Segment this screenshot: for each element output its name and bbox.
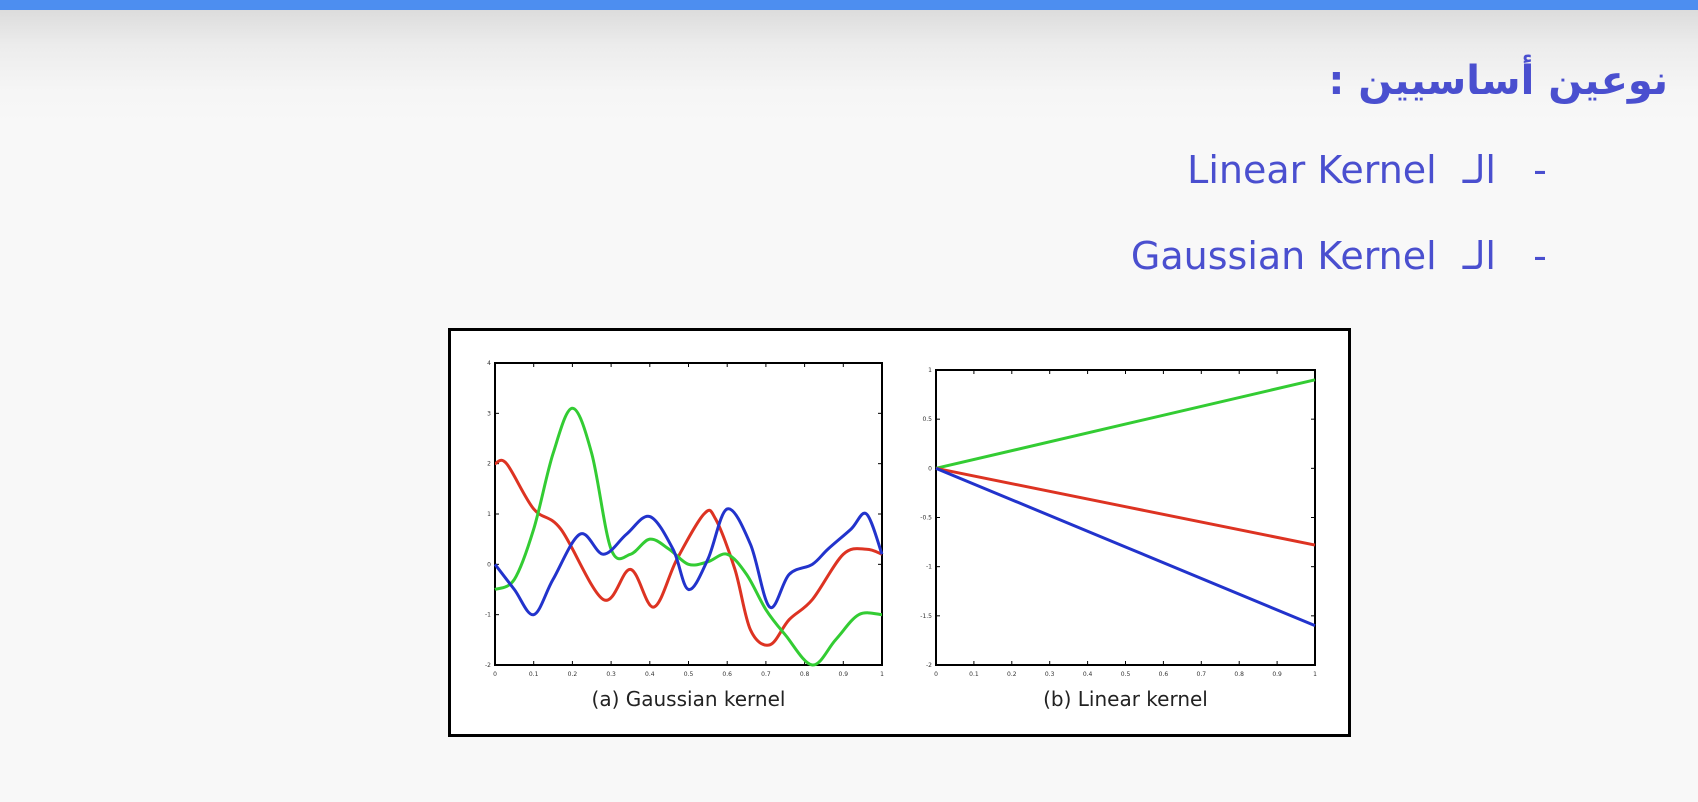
chart-caption: (a) Gaussian kernel xyxy=(592,687,786,711)
x-tick-label: 0.4 xyxy=(1083,671,1093,678)
plot-area xyxy=(935,369,1316,666)
kernel-charts-svg: 0 0.1 0.2 0.3 0.4 0.5 0.6 0.7 0.8 0.9 1 4 3 2 1 0 -1 -2 (a… xyxy=(485,360,1317,711)
x-tick-label: 0.5 xyxy=(1121,671,1131,678)
y-tick-label: -1 xyxy=(485,612,491,619)
x-tick-label: 1 xyxy=(880,671,884,678)
y-tick-label: -2 xyxy=(926,662,932,669)
bullet-prefix: الـ xyxy=(1462,234,1496,278)
x-tick-label: 0.3 xyxy=(1045,671,1055,678)
x-tick-label: 0.9 xyxy=(1272,671,1282,678)
x-tick-label: 0.6 xyxy=(722,671,732,678)
y-tick-label: 2 xyxy=(487,461,491,468)
top-accent-bar xyxy=(0,0,1698,10)
title-band xyxy=(0,10,1698,128)
y-tick-label: 1 xyxy=(487,511,491,518)
kernel-figure: 0 0.1 0.2 0.3 0.4 0.5 0.6 0.7 0.8 0.9 1 4 3 2 1 0 -1 -2 (a… xyxy=(448,328,1351,737)
slide-title: نوعين أساسيين : xyxy=(1328,58,1668,104)
series-line-red xyxy=(494,458,883,647)
series-line-blue xyxy=(935,466,1316,628)
y-tick-label: -0.5 xyxy=(920,515,932,522)
y-tick-label: -2 xyxy=(485,662,491,669)
x-tick-label: 0 xyxy=(493,671,497,678)
bullet-dash: - xyxy=(1533,234,1547,278)
series-line-red xyxy=(935,466,1316,547)
x-tick-label: 0.7 xyxy=(761,671,771,678)
x-tick-label: 0.2 xyxy=(568,671,578,678)
x-tick-label: 0.3 xyxy=(606,671,616,678)
x-tick-label: 0.2 xyxy=(1007,671,1017,678)
bullet-term: Linear Kernel xyxy=(1187,148,1437,192)
x-tick-label: 0.6 xyxy=(1159,671,1169,678)
y-tick-label: 4 xyxy=(487,360,491,367)
plot-area xyxy=(494,362,883,666)
series-line-blue xyxy=(493,507,884,617)
series-line-green xyxy=(935,378,1316,470)
x-tick-label: 0.9 xyxy=(839,671,849,678)
chart-caption: (b) Linear kernel xyxy=(1043,687,1208,711)
x-tick-label: 0.5 xyxy=(684,671,694,678)
y-tick-label: 3 xyxy=(487,410,491,417)
x-tick-label: 0.4 xyxy=(645,671,655,678)
y-tick-label: -1.5 xyxy=(920,613,932,620)
x-tick-label: 1 xyxy=(1313,671,1317,678)
bullet-term: Gaussian Kernel xyxy=(1130,234,1437,278)
y-tick-label: 0 xyxy=(928,465,932,472)
bullet-dash: - xyxy=(1533,148,1547,192)
y-tick-label: 0 xyxy=(487,561,491,568)
x-tick-label: 0 xyxy=(934,671,938,678)
y-tick-label: -1 xyxy=(926,564,932,571)
x-tick-label: 0.1 xyxy=(529,671,539,678)
x-tick-label: 0.8 xyxy=(1234,671,1244,678)
x-tick-label: 0.1 xyxy=(969,671,979,678)
x-tick-label: 0.8 xyxy=(800,671,810,678)
bullet-prefix: الـ xyxy=(1462,148,1496,192)
y-tick-label: 1 xyxy=(928,367,932,374)
bullet-gaussian-kernel: - الـ Gaussian Kernel xyxy=(1131,234,1570,278)
bullet-linear-kernel: - الـ Linear Kernel xyxy=(1187,148,1570,192)
x-tick-label: 0.7 xyxy=(1197,671,1207,678)
y-tick-label: 0.5 xyxy=(922,416,932,423)
